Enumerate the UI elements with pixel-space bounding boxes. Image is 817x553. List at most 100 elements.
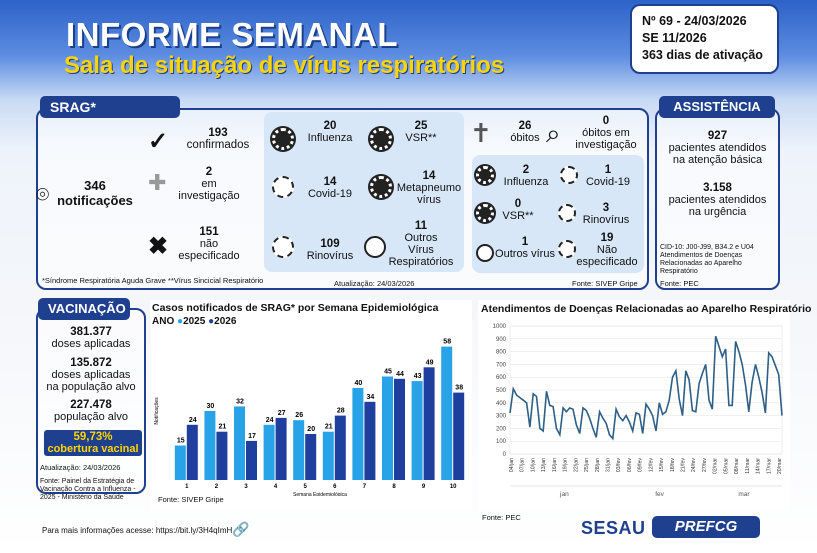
- bar-value-label: 15: [177, 438, 185, 445]
- assistance-source: Fonte: PEC: [660, 279, 699, 288]
- virus-label: Metapneumo: [396, 182, 462, 194]
- primary-care-label-1: pacientes atendidos: [668, 142, 767, 154]
- virus-label-3: Respiratórios: [388, 256, 454, 268]
- unspecified-label-1: não: [199, 238, 219, 250]
- y-tick-label: 1000: [493, 324, 507, 330]
- emergency-label-2: na urgência: [688, 206, 747, 218]
- virus-count: 20: [323, 120, 337, 132]
- death-virus-label: Covid-19: [585, 176, 631, 188]
- bar-value-label: 45: [384, 369, 392, 376]
- month-label: jan: [559, 491, 569, 498]
- emergency-label-1: pacientes atendidos: [668, 194, 767, 206]
- bar-chart-legend: ANO ●2025 ●2026: [152, 316, 236, 327]
- bar-value-label: 21: [219, 424, 227, 431]
- bar-2025: [174, 445, 186, 480]
- month-label: mar: [738, 491, 750, 498]
- confirmed-count: 193: [208, 127, 228, 139]
- assistance-tab: ASSISTÊNCIA: [659, 96, 775, 118]
- x-tick-label: 5: [304, 484, 308, 490]
- death-virus-label: VSR**: [502, 210, 534, 222]
- notifications-label: notificações: [57, 193, 133, 208]
- death-virus-count: 3: [602, 202, 610, 214]
- virus-label-2: vírus: [417, 194, 441, 206]
- death-virus-label-2: especificado: [576, 256, 638, 268]
- deaths-label: óbitos: [510, 132, 540, 144]
- unspecified-count: 151: [199, 226, 219, 238]
- x-tick-label: 13/jan: [541, 458, 547, 472]
- bar-value-label: 17: [248, 433, 256, 440]
- confirmed-label: confirmados: [186, 139, 250, 151]
- legend-title: ANO: [152, 316, 175, 327]
- check-icon: ✓: [148, 128, 169, 155]
- cid-note: CID-10: J00-J99, B34.2 e U04 Atendimento…: [660, 244, 776, 276]
- vsr-virus-icon: [476, 204, 494, 222]
- bar-value-label: 24: [189, 417, 197, 424]
- srag-tab: SRAG*: [40, 96, 180, 118]
- bar-2025: [204, 411, 216, 480]
- other-viruses-icon: [476, 244, 494, 262]
- coverage-badge: 59,73% cobertura vacinal: [44, 430, 142, 456]
- target-population-count: 227.478: [70, 399, 112, 411]
- virus-label: Outros: [404, 232, 438, 244]
- rhinovirus-icon: [272, 236, 294, 258]
- virus-count: 11: [414, 220, 428, 232]
- doses-label: doses aplicadas: [51, 338, 131, 350]
- sesau-logo: SESAU: [581, 518, 646, 538]
- notifications-count: 346: [84, 178, 106, 193]
- bar-value-label: 43: [414, 373, 422, 380]
- y-tick-label: 300: [496, 414, 507, 420]
- srag-footnote: *Síndrome Respiratória Aguda Grave **Vír…: [42, 276, 264, 285]
- x-tick-label: 14/mar: [756, 458, 762, 474]
- y-tick-label: 800: [496, 350, 507, 356]
- x-tick-label: 02/mar: [713, 458, 719, 474]
- deaths-investigation-count: 0: [602, 115, 610, 127]
- prefcg-logo-text: PREFCG: [674, 518, 738, 535]
- x-tick-label: 28/jan: [595, 458, 601, 472]
- x-tick-label: 10: [450, 484, 457, 490]
- x-tick-label: 8: [392, 484, 396, 490]
- legend-2025-label: 2025: [183, 316, 206, 327]
- other-viruses-icon: [364, 236, 386, 258]
- bar-2025: [293, 420, 305, 480]
- x-tick-label: 05/mar: [723, 458, 729, 474]
- legend-2026-dot: ●: [208, 316, 215, 327]
- x-axis-label: Semana Epidemiológica: [293, 492, 347, 496]
- x-tick-label: 31/jan: [605, 458, 611, 472]
- bar-value-label: 20: [307, 426, 315, 433]
- deaths-investigation-label-2: investigação: [575, 139, 637, 151]
- unspecified-label-2: especificado: [178, 250, 240, 262]
- bar-value-label: 58: [443, 339, 451, 346]
- emergency-count: 3.158: [703, 182, 732, 194]
- link-icon[interactable]: 🔗: [232, 521, 250, 537]
- virus-count: 25: [414, 120, 428, 132]
- x-tick-label: 20/mar: [777, 458, 783, 474]
- y-axis-label: Notificações: [154, 397, 160, 425]
- deaths-investigation-label-1: óbitos em: [582, 127, 630, 139]
- virus-count: 14: [422, 170, 436, 182]
- influenza-virus-icon: [476, 166, 494, 184]
- bar-value-label: 34: [367, 394, 375, 401]
- primary-care-count: 927: [707, 130, 728, 142]
- x-tick-label: 22/jan: [573, 458, 579, 472]
- virus-label: VSR**: [405, 132, 437, 144]
- more-info-text: Para mais informações acesse: https://bi…: [42, 526, 233, 535]
- series-line: [509, 335, 783, 441]
- investigation-label-2: investigação: [178, 190, 240, 202]
- x-tick-label: 15/fev: [659, 458, 665, 473]
- line-chart-svg: 0 100 200 300 400 500 600 700 800 900 1000 04/jan 07…: [493, 324, 783, 498]
- primary-care-label-2: na atenção básica: [672, 154, 763, 166]
- y-tick-label: 700: [496, 362, 507, 368]
- bar-value-label: 32: [236, 398, 244, 405]
- death-virus-label: Influenza: [503, 176, 549, 188]
- bar-value-label: 44: [396, 371, 404, 378]
- doses-count: 381.377: [70, 326, 112, 338]
- death-virus-label: Rinovírus: [582, 214, 630, 226]
- virus-count: 109: [320, 238, 340, 250]
- bar-2026: [305, 434, 317, 480]
- cid-line-3: Relacionadas ao Aparelho: [660, 260, 742, 267]
- legend-2025-dot: ●: [177, 316, 184, 327]
- investigation-label-1: em: [201, 178, 217, 190]
- bar-2026: [423, 367, 435, 480]
- x-tick-label: 17/mar: [766, 458, 772, 474]
- bar-2026: [275, 417, 287, 480]
